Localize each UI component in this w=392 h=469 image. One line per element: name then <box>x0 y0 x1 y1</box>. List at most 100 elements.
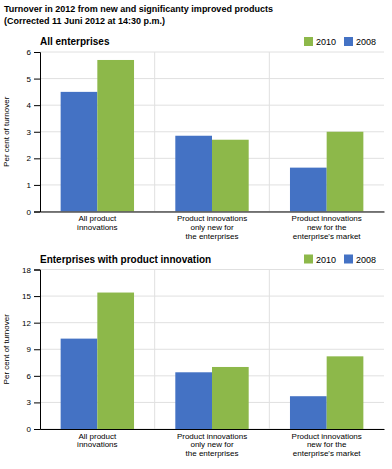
y-tick: 18 <box>22 266 40 275</box>
tick-label: 5 <box>27 75 32 84</box>
tick-mark <box>34 296 40 297</box>
grid <box>40 52 384 212</box>
tick-mark <box>34 270 40 271</box>
bar <box>327 356 364 429</box>
tick-mark <box>34 158 40 159</box>
tick-label-line: Product innovations <box>177 214 247 223</box>
tick-label: All productinnovations <box>77 432 117 450</box>
y-tick: 3 <box>27 398 40 407</box>
y-tick: 1 <box>27 181 40 190</box>
legend-swatch <box>304 255 313 264</box>
tick-label-line: enterprise's market <box>293 232 362 241</box>
tick-mark <box>34 185 40 186</box>
tick-label: 4 <box>27 101 32 110</box>
legend-swatch <box>344 255 353 264</box>
y-tick: 4 <box>27 101 40 110</box>
tick-label-line: Product innovations <box>177 432 247 441</box>
tick-label: 3 <box>27 398 32 407</box>
grid-line <box>40 52 384 53</box>
tick-label: Product innovationsnew for theenterprise… <box>292 432 362 459</box>
group-separator <box>154 52 155 212</box>
grid-line <box>40 322 384 323</box>
tick-label: 0 <box>27 425 32 434</box>
y-tick: 15 <box>22 292 40 301</box>
tick-label-line: the enterprises <box>186 232 239 241</box>
tick-label-line: innovations <box>77 223 117 232</box>
bar <box>290 396 327 429</box>
tick-mark <box>34 349 40 350</box>
y-tick: 12 <box>22 319 40 328</box>
panel-title: All enterprises <box>40 36 110 47</box>
tick-label: 0 <box>27 208 32 217</box>
bar <box>212 367 249 429</box>
bars <box>61 293 364 429</box>
y-axis: 0 3 6 9 12 15 18 <box>22 266 40 435</box>
bar <box>175 372 212 429</box>
bar <box>97 293 134 429</box>
tick-mark <box>34 429 40 430</box>
tick-label: 6 <box>27 372 32 381</box>
bar <box>212 140 249 212</box>
legend-swatch <box>304 37 313 46</box>
tick-mark <box>34 132 40 133</box>
axis-line <box>41 429 385 430</box>
tick-label: 2 <box>27 154 32 163</box>
y-tick: 5 <box>27 75 40 84</box>
grid-line <box>40 296 384 297</box>
grid <box>40 270 384 430</box>
tick-label: Product innovationsonly new forthe enter… <box>177 214 247 241</box>
tick-label: Product innovationsonly new forthe enter… <box>177 432 247 459</box>
bar <box>327 132 364 212</box>
legend-label: 2010 <box>316 255 336 265</box>
x-tick: Product innovationsnew for theenterprise… <box>292 432 362 459</box>
tick-mark <box>34 105 40 106</box>
bar <box>61 339 98 429</box>
group-separator <box>269 270 270 430</box>
x-tick: All productinnovations <box>77 214 117 232</box>
tick-label: 18 <box>22 266 31 275</box>
x-axis: All productinnovations Product innovation… <box>41 212 385 241</box>
x-axis: All productinnovations Product innovation… <box>41 430 385 459</box>
grid-line <box>40 78 384 79</box>
tick-mark <box>34 376 40 377</box>
figure-subtitle: (Corrected 11 Juni 2012 at 14:30 p.m.) <box>4 16 165 26</box>
tick-mark <box>34 212 40 213</box>
chart-root: Turnover in 2012 from new and significan… <box>0 0 392 469</box>
y-tick: 0 <box>27 208 40 217</box>
legend-label: 2008 <box>356 255 376 265</box>
axis-line <box>41 212 385 213</box>
y-axis: 0 1 2 3 4 5 6 <box>27 48 41 217</box>
x-tick: Product innovationsnew for theenterprise… <box>292 214 362 241</box>
legend-swatch <box>344 37 353 46</box>
group-separator <box>269 52 270 212</box>
y-tick: 6 <box>27 372 40 381</box>
bar <box>290 168 327 212</box>
tick-label-line: new for the <box>307 440 347 449</box>
tick-label-line: Product innovations <box>292 214 362 223</box>
tick-label: 9 <box>27 345 32 354</box>
tick-label: 3 <box>27 128 32 137</box>
tick-label-line: enterprise's market <box>293 449 362 458</box>
axis-line <box>34 53 41 213</box>
tick-label-line: new for the <box>307 223 347 232</box>
y-tick: 6 <box>27 48 40 57</box>
y-tick: 2 <box>27 154 40 163</box>
tick-label: 1 <box>27 181 32 190</box>
plot-area: 0 3 6 9 12 15 18 All productinnovations Product … <box>22 266 384 459</box>
legend-label: 2010 <box>316 37 336 47</box>
x-tick: Product innovationsonly new forthe enter… <box>177 214 247 241</box>
tick-label: Product innovationsnew for theenterprise… <box>292 214 362 241</box>
panel-title: Enterprises with product innovation <box>40 254 211 265</box>
tick-mark <box>34 402 40 403</box>
bar <box>175 136 212 212</box>
y-tick: 0 <box>27 425 40 434</box>
bar <box>61 92 98 212</box>
axis-line <box>34 270 41 430</box>
group-separator <box>154 270 155 430</box>
bar <box>97 60 134 212</box>
legend: 2010 2008 <box>304 255 376 265</box>
y-tick: 9 <box>27 345 40 354</box>
y-axis-title: Per cent of turnover <box>2 314 11 385</box>
bars <box>61 60 364 212</box>
plot-area: 0 1 2 3 4 5 6 All productinnovations Product inn… <box>27 48 385 241</box>
